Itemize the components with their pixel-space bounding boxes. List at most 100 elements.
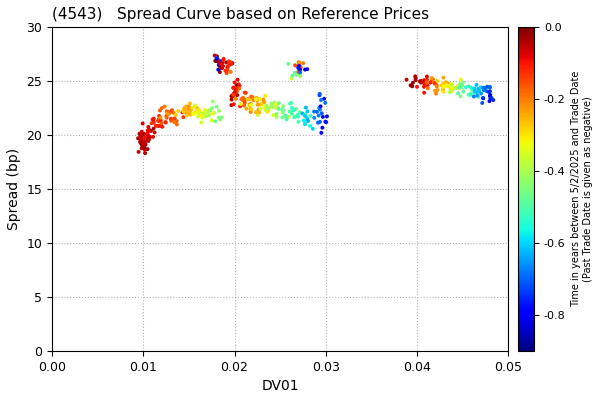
Point [179, 105, 189, 112]
Point [221, 68, 230, 74]
Point [184, 106, 193, 112]
Point [137, 139, 147, 146]
Point [214, 60, 224, 66]
Point [166, 108, 176, 115]
Point [433, 87, 442, 93]
Point [485, 95, 495, 101]
Point [278, 107, 287, 113]
Point [140, 144, 149, 151]
Point [245, 106, 255, 112]
Point [470, 88, 479, 94]
Point [282, 116, 292, 122]
Point [300, 121, 310, 128]
Point [139, 139, 148, 146]
Point [230, 79, 239, 86]
Point [182, 103, 191, 110]
Point [430, 88, 440, 94]
Point [188, 111, 198, 117]
Point [278, 106, 287, 112]
Point [208, 98, 218, 105]
Point [227, 93, 236, 100]
Point [236, 96, 246, 102]
Point [170, 119, 179, 126]
Point [317, 124, 327, 131]
Point [136, 133, 146, 140]
Point [416, 79, 426, 86]
Point [420, 78, 430, 84]
Point [292, 106, 301, 112]
Point [193, 110, 202, 116]
Point [243, 96, 253, 103]
Point [170, 115, 179, 122]
Point [268, 104, 277, 110]
Point [143, 124, 153, 130]
Point [466, 92, 475, 98]
Point [229, 101, 239, 108]
Point [484, 89, 494, 95]
Point [144, 126, 154, 133]
Point [221, 59, 231, 66]
Point [233, 82, 243, 88]
X-axis label: DV01: DV01 [262, 379, 299, 393]
Point [149, 116, 158, 122]
Point [241, 96, 251, 103]
Point [156, 117, 166, 123]
Point [455, 84, 464, 90]
Point [487, 95, 496, 101]
Point [322, 119, 331, 125]
Point [313, 120, 323, 126]
Point [289, 114, 299, 120]
Point [204, 112, 214, 119]
Point [272, 105, 281, 111]
Point [485, 93, 495, 99]
Point [476, 84, 485, 90]
Point [229, 91, 238, 97]
Point [451, 85, 460, 92]
Point [139, 130, 149, 137]
Point [191, 109, 200, 115]
Point [214, 108, 224, 114]
Point [166, 118, 176, 124]
Point [154, 116, 164, 122]
Point [427, 77, 437, 84]
Point [236, 101, 245, 107]
Point [479, 87, 488, 93]
Point [455, 81, 465, 87]
Point [239, 102, 249, 109]
Point [412, 84, 422, 90]
Point [320, 118, 330, 125]
Point [447, 82, 457, 88]
Point [186, 111, 196, 118]
Point [212, 53, 222, 60]
Point [470, 88, 479, 94]
Point [231, 86, 241, 93]
Point [197, 114, 207, 121]
Point [245, 101, 254, 108]
Point [212, 104, 221, 110]
Point [167, 107, 176, 114]
Point [281, 113, 291, 120]
Point [458, 79, 467, 86]
Point [181, 109, 191, 116]
Point [262, 103, 271, 109]
Point [172, 118, 181, 124]
Point [232, 82, 241, 88]
Point [200, 107, 210, 113]
Point [284, 114, 293, 120]
Point [296, 64, 305, 71]
Point [447, 84, 457, 91]
Point [263, 107, 273, 113]
Point [235, 103, 245, 110]
Point [239, 97, 248, 104]
Point [193, 113, 203, 120]
Point [226, 69, 235, 75]
Point [145, 134, 155, 140]
Point [138, 120, 148, 127]
Point [182, 112, 192, 118]
Point [419, 79, 428, 86]
Point [133, 135, 143, 142]
Point [138, 136, 148, 142]
Point [211, 58, 220, 64]
Point [180, 104, 190, 110]
Point [215, 61, 225, 67]
